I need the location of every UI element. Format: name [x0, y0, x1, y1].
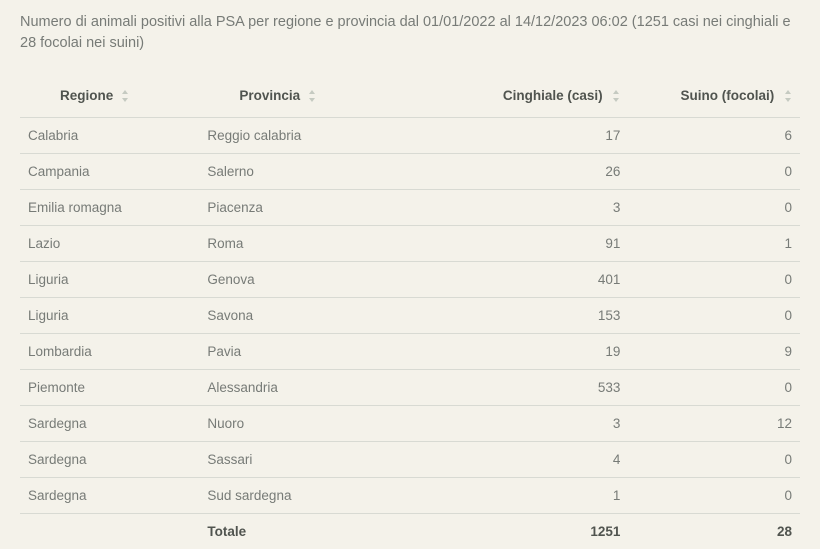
cell-cinghiale: 401 — [410, 262, 628, 298]
cell-provincia: Nuoro — [199, 406, 410, 442]
table-row: LazioRoma911 — [20, 226, 800, 262]
cell-regione: Sardegna — [20, 406, 199, 442]
cell-cinghiale: 91 — [410, 226, 628, 262]
table-row: LiguriaGenova4010 — [20, 262, 800, 298]
cell-provincia: Piacenza — [199, 190, 410, 226]
cell-provincia: Sassari — [199, 442, 410, 478]
cell-suino: 9 — [628, 334, 800, 370]
table-header-row: Regione Provincia Cinghiale (casi) Suino… — [20, 78, 800, 118]
cell-suino: 0 — [628, 154, 800, 190]
footer-empty — [20, 514, 199, 549]
cell-regione: Calabria — [20, 118, 199, 154]
cell-regione: Liguria — [20, 298, 199, 334]
cell-provincia: Savona — [199, 298, 410, 334]
cell-cinghiale: 3 — [410, 406, 628, 442]
cell-cinghiale: 3 — [410, 190, 628, 226]
col-header-provincia-label: Provincia — [239, 88, 300, 103]
cell-cinghiale: 1 — [410, 478, 628, 514]
cell-regione: Emilia romagna — [20, 190, 199, 226]
page-title: Numero di animali positivi alla PSA per … — [20, 12, 800, 54]
cell-cinghiale: 26 — [410, 154, 628, 190]
table-body: CalabriaReggio calabria176CampaniaSalern… — [20, 118, 800, 514]
cell-provincia: Roma — [199, 226, 410, 262]
col-header-cinghiale-label: Cinghiale (casi) — [503, 88, 603, 103]
cell-cinghiale: 533 — [410, 370, 628, 406]
cell-provincia: Salerno — [199, 154, 410, 190]
table-row: CampaniaSalerno260 — [20, 154, 800, 190]
cell-suino: 0 — [628, 190, 800, 226]
table-row: SardegnaNuoro312 — [20, 406, 800, 442]
cell-cinghiale: 17 — [410, 118, 628, 154]
cell-suino: 6 — [628, 118, 800, 154]
cell-regione: Sardegna — [20, 478, 199, 514]
cell-suino: 0 — [628, 298, 800, 334]
footer-cinghiale: 1251 — [410, 514, 628, 549]
table-row: LombardiaPavia199 — [20, 334, 800, 370]
cell-regione: Lombardia — [20, 334, 199, 370]
cell-suino: 1 — [628, 226, 800, 262]
cell-cinghiale: 19 — [410, 334, 628, 370]
cell-provincia: Reggio calabria — [199, 118, 410, 154]
cell-regione: Liguria — [20, 262, 199, 298]
col-header-cinghiale[interactable]: Cinghiale (casi) — [410, 78, 628, 118]
col-header-suino[interactable]: Suino (focolai) — [628, 78, 800, 118]
cell-regione: Campania — [20, 154, 199, 190]
table-row: PiemonteAlessandria5330 — [20, 370, 800, 406]
col-header-regione-label: Regione — [60, 88, 113, 103]
cell-provincia: Sud sardegna — [199, 478, 410, 514]
table-row: LiguriaSavona1530 — [20, 298, 800, 334]
cell-suino: 12 — [628, 406, 800, 442]
col-header-regione[interactable]: Regione — [20, 78, 199, 118]
cell-cinghiale: 153 — [410, 298, 628, 334]
cell-provincia: Genova — [199, 262, 410, 298]
sort-icon — [784, 90, 792, 102]
sort-icon — [308, 90, 316, 102]
cell-suino: 0 — [628, 478, 800, 514]
sort-icon — [121, 90, 129, 102]
cell-regione: Sardegna — [20, 442, 199, 478]
cell-provincia: Pavia — [199, 334, 410, 370]
cell-provincia: Alessandria — [199, 370, 410, 406]
sort-icon — [612, 90, 620, 102]
cell-regione: Piemonte — [20, 370, 199, 406]
col-header-provincia[interactable]: Provincia — [199, 78, 410, 118]
col-header-suino-label: Suino (focolai) — [680, 88, 774, 103]
data-table: Regione Provincia Cinghiale (casi) Suino… — [20, 78, 800, 549]
cell-cinghiale: 4 — [410, 442, 628, 478]
footer-suino: 28 — [628, 514, 800, 549]
cell-regione: Lazio — [20, 226, 199, 262]
table-row: SardegnaSassari40 — [20, 442, 800, 478]
table-row: Emilia romagnaPiacenza30 — [20, 190, 800, 226]
table-row: SardegnaSud sardegna10 — [20, 478, 800, 514]
footer-label: Totale — [199, 514, 410, 549]
table-footer-row: Totale 1251 28 — [20, 514, 800, 549]
cell-suino: 0 — [628, 442, 800, 478]
cell-suino: 0 — [628, 370, 800, 406]
table-row: CalabriaReggio calabria176 — [20, 118, 800, 154]
cell-suino: 0 — [628, 262, 800, 298]
